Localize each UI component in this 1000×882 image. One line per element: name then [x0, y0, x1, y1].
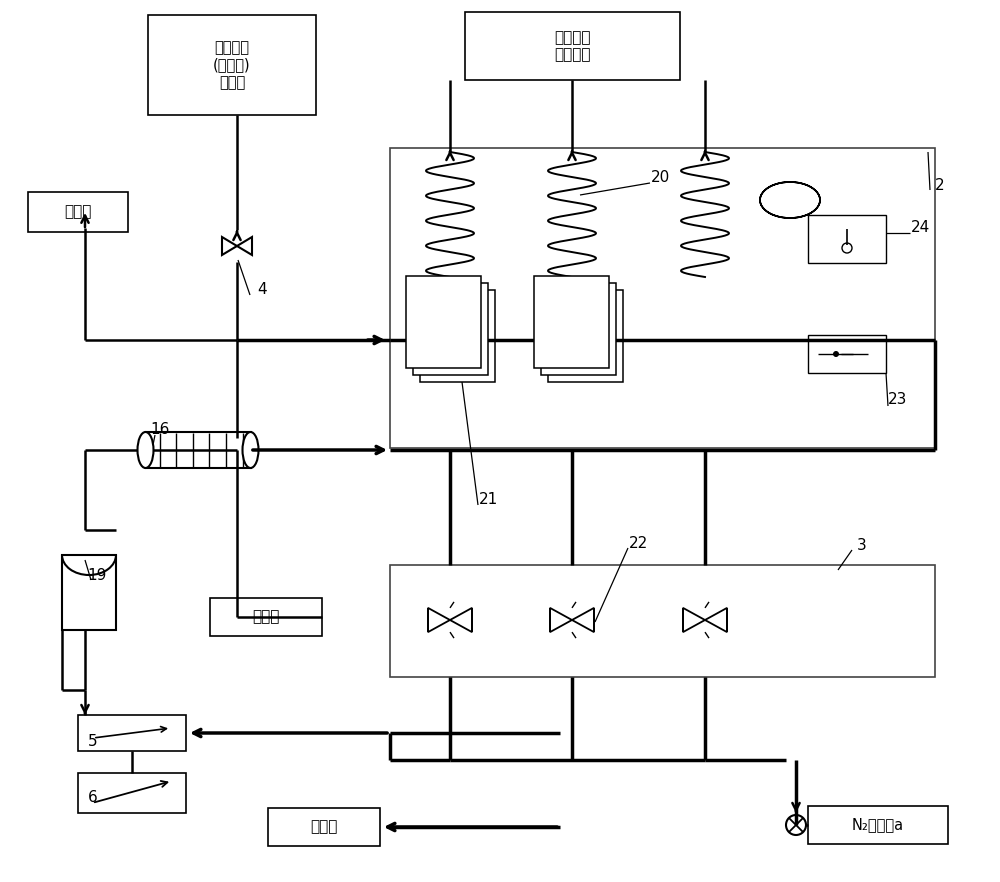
Text: 19: 19 [87, 567, 107, 582]
Bar [146, 432, 250, 468]
Ellipse shape [138, 432, 154, 468]
Bar [808, 335, 886, 373]
Ellipse shape [242, 432, 258, 468]
Text: 20: 20 [650, 170, 670, 185]
Bar [548, 290, 623, 382]
Text: 退火炉内
各取样点: 退火炉内 各取样点 [554, 30, 591, 63]
Bar [808, 215, 886, 263]
Text: 16: 16 [150, 422, 170, 437]
Bar [413, 283, 488, 375]
Bar [28, 192, 128, 232]
Text: 24: 24 [910, 220, 930, 235]
Text: 23: 23 [888, 392, 908, 407]
Bar [390, 565, 935, 677]
Bar [406, 276, 481, 368]
Bar [62, 555, 116, 630]
Bar [210, 598, 322, 636]
Text: 4: 4 [257, 282, 267, 297]
Text: 21: 21 [478, 492, 498, 507]
Bar [534, 276, 609, 368]
Bar [78, 773, 186, 813]
Text: 3: 3 [857, 537, 867, 552]
Text: 6: 6 [88, 790, 98, 805]
Text: 退火炉: 退火炉 [64, 205, 92, 220]
Text: 主回路: 主回路 [310, 819, 338, 834]
Text: N₂接入点a: N₂接入点a [852, 818, 904, 833]
Bar [465, 12, 680, 80]
Circle shape [833, 351, 839, 357]
Text: 5: 5 [88, 735, 98, 750]
Bar [148, 15, 316, 115]
Bar [808, 806, 948, 844]
Bar [541, 283, 616, 375]
Text: 22: 22 [628, 536, 648, 551]
Bar [390, 148, 935, 448]
Bar [78, 715, 186, 751]
Text: 主回路: 主回路 [252, 609, 280, 624]
Bar [268, 808, 380, 846]
Text: 2: 2 [935, 177, 945, 192]
Bar [420, 290, 495, 382]
Text: 冷却工质
(除盐水)
补充点: 冷却工质 (除盐水) 补充点 [213, 40, 251, 90]
